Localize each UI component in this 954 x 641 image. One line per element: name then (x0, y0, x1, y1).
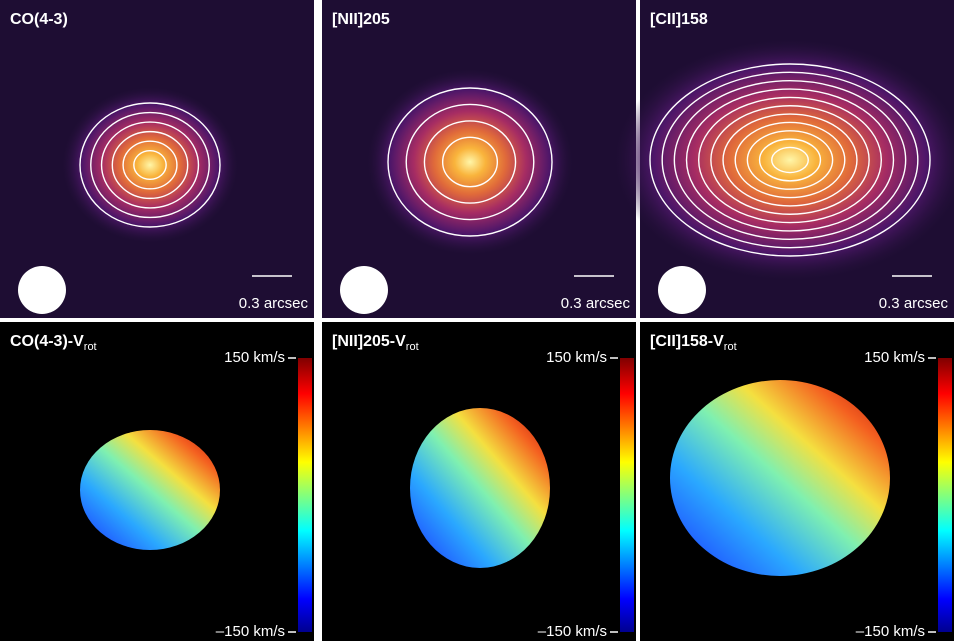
emission (615, 40, 954, 280)
panel-label: CO(4-3)-Vrot (10, 333, 97, 353)
colorbar (298, 358, 312, 632)
panel-label: [NII]205-Vrot (332, 333, 419, 353)
beam (18, 266, 66, 314)
label-main: CO(4-3)-V (10, 333, 84, 350)
label-main: [CII]158-V (650, 333, 724, 350)
emission (368, 70, 573, 255)
emission (63, 88, 238, 243)
velocity-panel: [CII]158-Vrot 150 km/s –150 km/s (640, 322, 954, 641)
colorbar-max-label: 150 km/s (546, 349, 607, 366)
label-main: [NII]205-V (332, 333, 406, 350)
colorbar (620, 358, 634, 632)
flux-panel: [CII]158 0.3 arcsec (615, 0, 954, 318)
scale-label: 0.3 arcsec (561, 295, 631, 312)
colorbar-min-label: –150 km/s (538, 623, 607, 640)
flux-panel: [NII]205 0.3 arcsec (322, 0, 636, 318)
figure: CO(4-3)0.3 arcsec[NII]2050.3 arcsec[CII]… (0, 0, 954, 641)
label-sub: rot (84, 341, 97, 353)
flux-panel: CO(4-3) 0.3 arcsec (0, 0, 314, 318)
velocity-panel: [NII]205-Vrot 150 km/s –150 km/s (322, 322, 636, 641)
panel-label: [NII]205 (332, 11, 390, 28)
label-sub: rot (406, 341, 419, 353)
colorbar-min-label: –150 km/s (856, 623, 925, 640)
beam (340, 266, 388, 314)
panel-label: [CII]158 (650, 11, 708, 28)
panel-label: CO(4-3) (10, 11, 68, 28)
scale-label: 0.3 arcsec (879, 295, 949, 312)
page: CO(4-3)0.3 arcsec[NII]2050.3 arcsec[CII]… (0, 0, 954, 641)
colorbar-min-label: –150 km/s (216, 623, 285, 640)
colorbar (938, 358, 952, 632)
label-sub: rot (724, 341, 737, 353)
velocity-map (80, 430, 220, 550)
colorbar-max-label: 150 km/s (224, 349, 285, 366)
colorbar-max-label: 150 km/s (864, 349, 925, 366)
velocity-map (410, 408, 550, 568)
velocity-panel: CO(4-3)-Vrot 150 km/s –150 km/s (0, 322, 314, 641)
beam (658, 266, 706, 314)
scale-label: 0.3 arcsec (239, 295, 309, 312)
panel-label: [CII]158-Vrot (650, 333, 737, 353)
velocity-map (670, 380, 890, 576)
